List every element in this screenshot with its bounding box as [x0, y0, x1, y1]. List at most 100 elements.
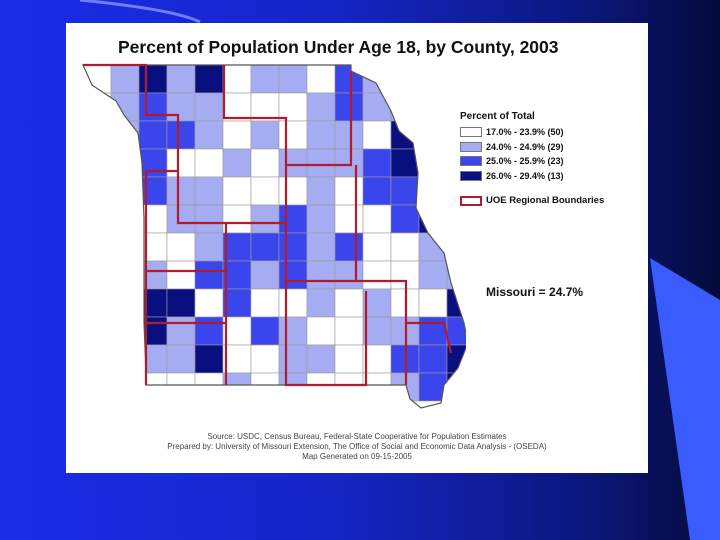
county-cell [138, 120, 168, 150]
county-cell [446, 65, 466, 94]
county-cell [250, 120, 280, 150]
region-boundary-northeast [222, 65, 353, 167]
county-cell [418, 92, 448, 122]
source-notes: Source: USDC, Census Bureau, Federal-Sta… [66, 432, 648, 462]
county-cell [222, 372, 252, 402]
county-cell [306, 92, 336, 122]
county-cell [418, 232, 448, 262]
county-cell [278, 176, 308, 206]
county-cell [222, 232, 252, 262]
county-cell [194, 260, 224, 290]
map-frame: Percent of Population Under Age 18, by C… [66, 23, 648, 473]
legend-swatch [460, 127, 482, 138]
county-cell [362, 176, 392, 206]
county-cell [110, 288, 140, 318]
county-cell [110, 176, 140, 206]
county-grid [83, 65, 466, 402]
boundary-label: UOE Regional Boundaries [486, 195, 605, 206]
county-cell [306, 288, 336, 318]
county-cell [418, 148, 448, 178]
county-cell [306, 316, 336, 346]
right-accent-shape [650, 258, 720, 540]
county-cell [334, 176, 364, 206]
county-cell [418, 372, 448, 402]
county-cell [166, 176, 196, 206]
county-cell [83, 260, 112, 290]
county-cell [334, 120, 364, 150]
county-cell [194, 204, 224, 234]
county-cell [166, 344, 196, 374]
county-cell [110, 372, 140, 402]
county-cell [446, 260, 466, 290]
county-cell [110, 204, 140, 234]
county-cell [362, 120, 392, 150]
county-cell [278, 232, 308, 262]
county-cell [222, 344, 252, 374]
county-cell [83, 176, 112, 206]
county-cell [362, 288, 392, 318]
county-cell [278, 204, 308, 234]
top-decorative-arc [79, 0, 201, 24]
county-cell [446, 232, 466, 262]
county-cell [83, 148, 112, 178]
legend-swatch [460, 170, 482, 181]
county-cell [278, 344, 308, 374]
county-cell [418, 344, 448, 374]
county-cell [250, 316, 280, 346]
county-cell [334, 260, 364, 290]
county-cell [306, 120, 336, 150]
county-cell [334, 344, 364, 374]
missouri-county-map [82, 63, 466, 409]
state-average-label: Missouri = 24.7% [486, 285, 584, 299]
legend-item: 25.0% - 25.9% (23) [460, 154, 645, 169]
county-cell [194, 316, 224, 346]
county-cell [83, 120, 112, 150]
county-cell [166, 260, 196, 290]
generated-date-line: Map Generated on 09-15-2005 [302, 452, 412, 461]
county-cell [222, 176, 252, 206]
county-cell [83, 92, 112, 122]
county-cell [362, 232, 392, 262]
county-cell [250, 372, 280, 402]
county-cell [83, 232, 112, 262]
county-cell [362, 316, 392, 346]
legend-label: 17.0% - 23.9% (50) [486, 127, 564, 138]
county-cell [138, 92, 168, 122]
county-cell [194, 176, 224, 206]
county-cell [334, 232, 364, 262]
county-cell [418, 204, 448, 234]
county-cell [83, 204, 112, 234]
county-cell [110, 65, 140, 94]
county-cell [250, 148, 280, 178]
county-cell [166, 316, 196, 346]
map-title: Percent of Population Under Age 18, by C… [118, 37, 559, 57]
county-cell [194, 288, 224, 318]
county-cell [306, 232, 336, 262]
county-cell [390, 176, 420, 206]
county-cell [306, 260, 336, 290]
county-cell [278, 148, 308, 178]
county-cell [418, 65, 448, 94]
county-cell [166, 372, 196, 402]
county-cell [278, 316, 308, 346]
county-cell [250, 204, 280, 234]
county-cell [362, 204, 392, 234]
county-cell [278, 92, 308, 122]
county-cell [418, 316, 448, 346]
county-cell [138, 65, 168, 94]
county-cell [334, 92, 364, 122]
county-cell [138, 344, 168, 374]
county-cell [306, 176, 336, 206]
legend-swatch [460, 141, 482, 152]
county-cell [390, 204, 420, 234]
county-cell [222, 148, 252, 178]
county-cell [194, 232, 224, 262]
county-cell [110, 344, 140, 374]
county-cell [250, 92, 280, 122]
state-outline [82, 64, 466, 409]
county-cell [166, 148, 196, 178]
county-cell [278, 288, 308, 318]
county-cell [362, 372, 392, 402]
county-cell [446, 204, 466, 234]
county-cell [278, 65, 308, 94]
